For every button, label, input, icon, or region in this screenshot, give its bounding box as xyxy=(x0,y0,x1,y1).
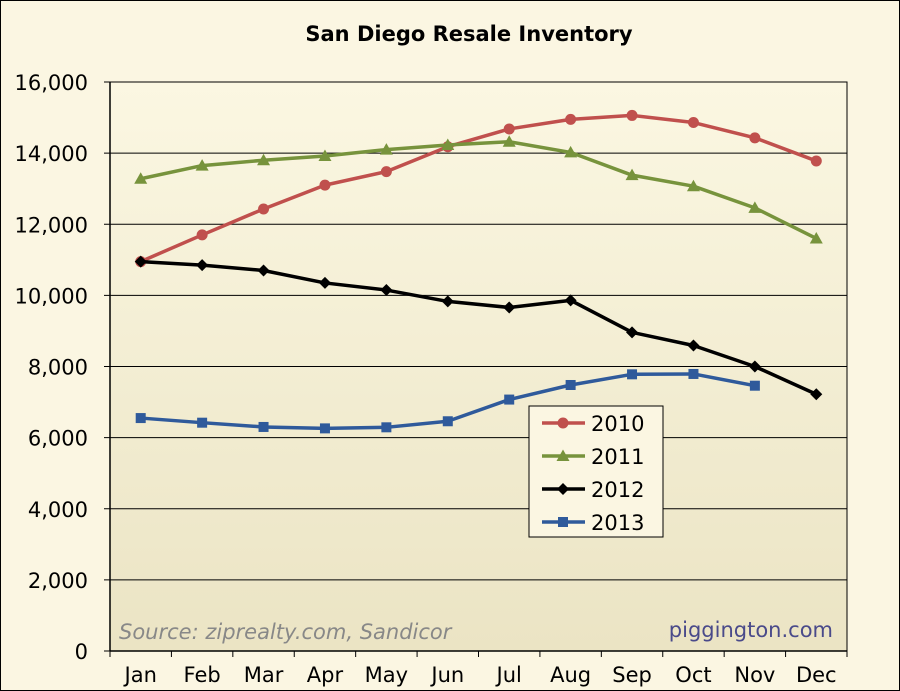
x-tick-label: Dec xyxy=(796,663,837,687)
data-point-2010-Feb xyxy=(196,229,208,241)
y-tick-label: 6,000 xyxy=(28,427,88,451)
data-point-2013-Feb xyxy=(197,417,208,428)
legend-label-2012: 2012 xyxy=(591,478,644,502)
data-point-2013-Nov xyxy=(749,380,760,391)
data-point-2010-May xyxy=(380,166,392,178)
legend-marker-2011 xyxy=(556,449,570,461)
x-tick-label: Oct xyxy=(675,663,711,687)
data-point-2010-Dec xyxy=(810,155,822,167)
legend: 2010 2011 2012 2013 xyxy=(528,405,664,538)
data-point-2011-Apr xyxy=(318,149,332,161)
series-2011 xyxy=(134,135,823,244)
y-tick-label: 14,000 xyxy=(15,142,88,166)
data-point-2012-Feb xyxy=(196,259,209,272)
data-point-2011-Jul xyxy=(502,135,516,147)
x-tick-label: Jun xyxy=(429,663,464,687)
y-tick-label: 8,000 xyxy=(28,356,88,380)
data-point-2010-Jul xyxy=(503,123,515,135)
data-point-2013-Mar xyxy=(258,421,269,432)
legend-marker-2013 xyxy=(558,517,568,527)
x-tick-label: Feb xyxy=(184,663,221,687)
data-point-2010-Apr xyxy=(319,179,331,191)
data-point-2012-Jun xyxy=(441,295,454,308)
x-tick-label: Jul xyxy=(495,663,522,687)
credit-text: piggington.com xyxy=(669,618,833,642)
x-tick-label: Aug xyxy=(550,663,591,687)
series-line-2011 xyxy=(140,139,818,241)
data-point-2012-Mar xyxy=(257,264,270,277)
data-point-2010-Mar xyxy=(258,203,270,215)
data-point-2012-Nov xyxy=(748,360,761,373)
data-point-2013-Jun xyxy=(442,416,453,427)
x-tick-label: Mar xyxy=(244,663,284,687)
data-point-2011-Jan xyxy=(134,172,148,184)
data-point-2012-Oct xyxy=(687,339,700,352)
y-tick-label: 12,000 xyxy=(15,213,88,237)
x-tick-label: Sep xyxy=(612,663,652,687)
legend-label-2010: 2010 xyxy=(591,412,644,436)
x-tick-label: Nov xyxy=(734,663,775,687)
data-point-2013-Sep xyxy=(627,369,638,380)
data-point-2013-Jul xyxy=(504,394,515,405)
data-point-2010-Oct xyxy=(687,117,699,129)
y-tick-label: 10,000 xyxy=(15,284,88,308)
legend-marker-2010 xyxy=(557,417,569,429)
data-point-2011-Nov xyxy=(748,201,762,213)
data-point-2012-May xyxy=(380,284,393,297)
data-point-2011-Feb xyxy=(195,159,209,171)
y-tick-label: 0 xyxy=(75,640,88,664)
data-point-2013-Jan xyxy=(135,413,146,424)
chart-title: San Diego Resale Inventory xyxy=(305,22,633,46)
data-point-2013-Aug xyxy=(565,379,576,390)
series-2013 xyxy=(135,368,760,434)
source-note: Source: ziprealty.com, Sandicor xyxy=(119,620,453,644)
legend-label-2011: 2011 xyxy=(591,445,644,469)
data-point-2012-Sep xyxy=(626,326,639,339)
data-point-2010-Aug xyxy=(565,113,577,125)
x-tick-label: Jan xyxy=(123,663,157,687)
data-point-2013-May xyxy=(381,422,392,433)
x-tick-label: Apr xyxy=(307,663,344,687)
data-point-2011-Aug xyxy=(564,145,578,158)
series-2012 xyxy=(134,255,823,401)
data-point-2012-Jul xyxy=(503,301,516,314)
data-point-2013-Apr xyxy=(319,423,330,434)
y-tick-label: 4,000 xyxy=(28,498,88,522)
series-line-2012 xyxy=(140,259,818,396)
data-point-2012-Aug xyxy=(564,294,577,307)
data-point-2011-May xyxy=(379,143,393,155)
data-point-2013-Oct xyxy=(688,368,699,379)
data-point-2011-Oct xyxy=(686,179,700,192)
data-point-2010-Nov xyxy=(749,132,761,144)
legend-marker-2012 xyxy=(557,483,569,495)
legend-label-2013: 2013 xyxy=(591,511,644,535)
x-tick-label: May xyxy=(365,663,408,687)
y-tick-label: 2,000 xyxy=(28,569,88,593)
data-point-2012-Jan xyxy=(134,255,147,268)
data-point-2011-Sep xyxy=(625,168,639,181)
data-point-2011-Jun xyxy=(441,138,455,150)
data-point-2012-Apr xyxy=(318,276,331,289)
data-point-2012-Dec xyxy=(810,388,823,401)
series-line-2010 xyxy=(140,113,817,264)
data-point-2011-Mar xyxy=(257,153,271,166)
legend-box xyxy=(528,405,664,538)
data-point-2010-Sep xyxy=(626,109,638,121)
y-tick-label: 16,000 xyxy=(15,71,88,95)
data-point-2011-Dec xyxy=(809,231,823,244)
